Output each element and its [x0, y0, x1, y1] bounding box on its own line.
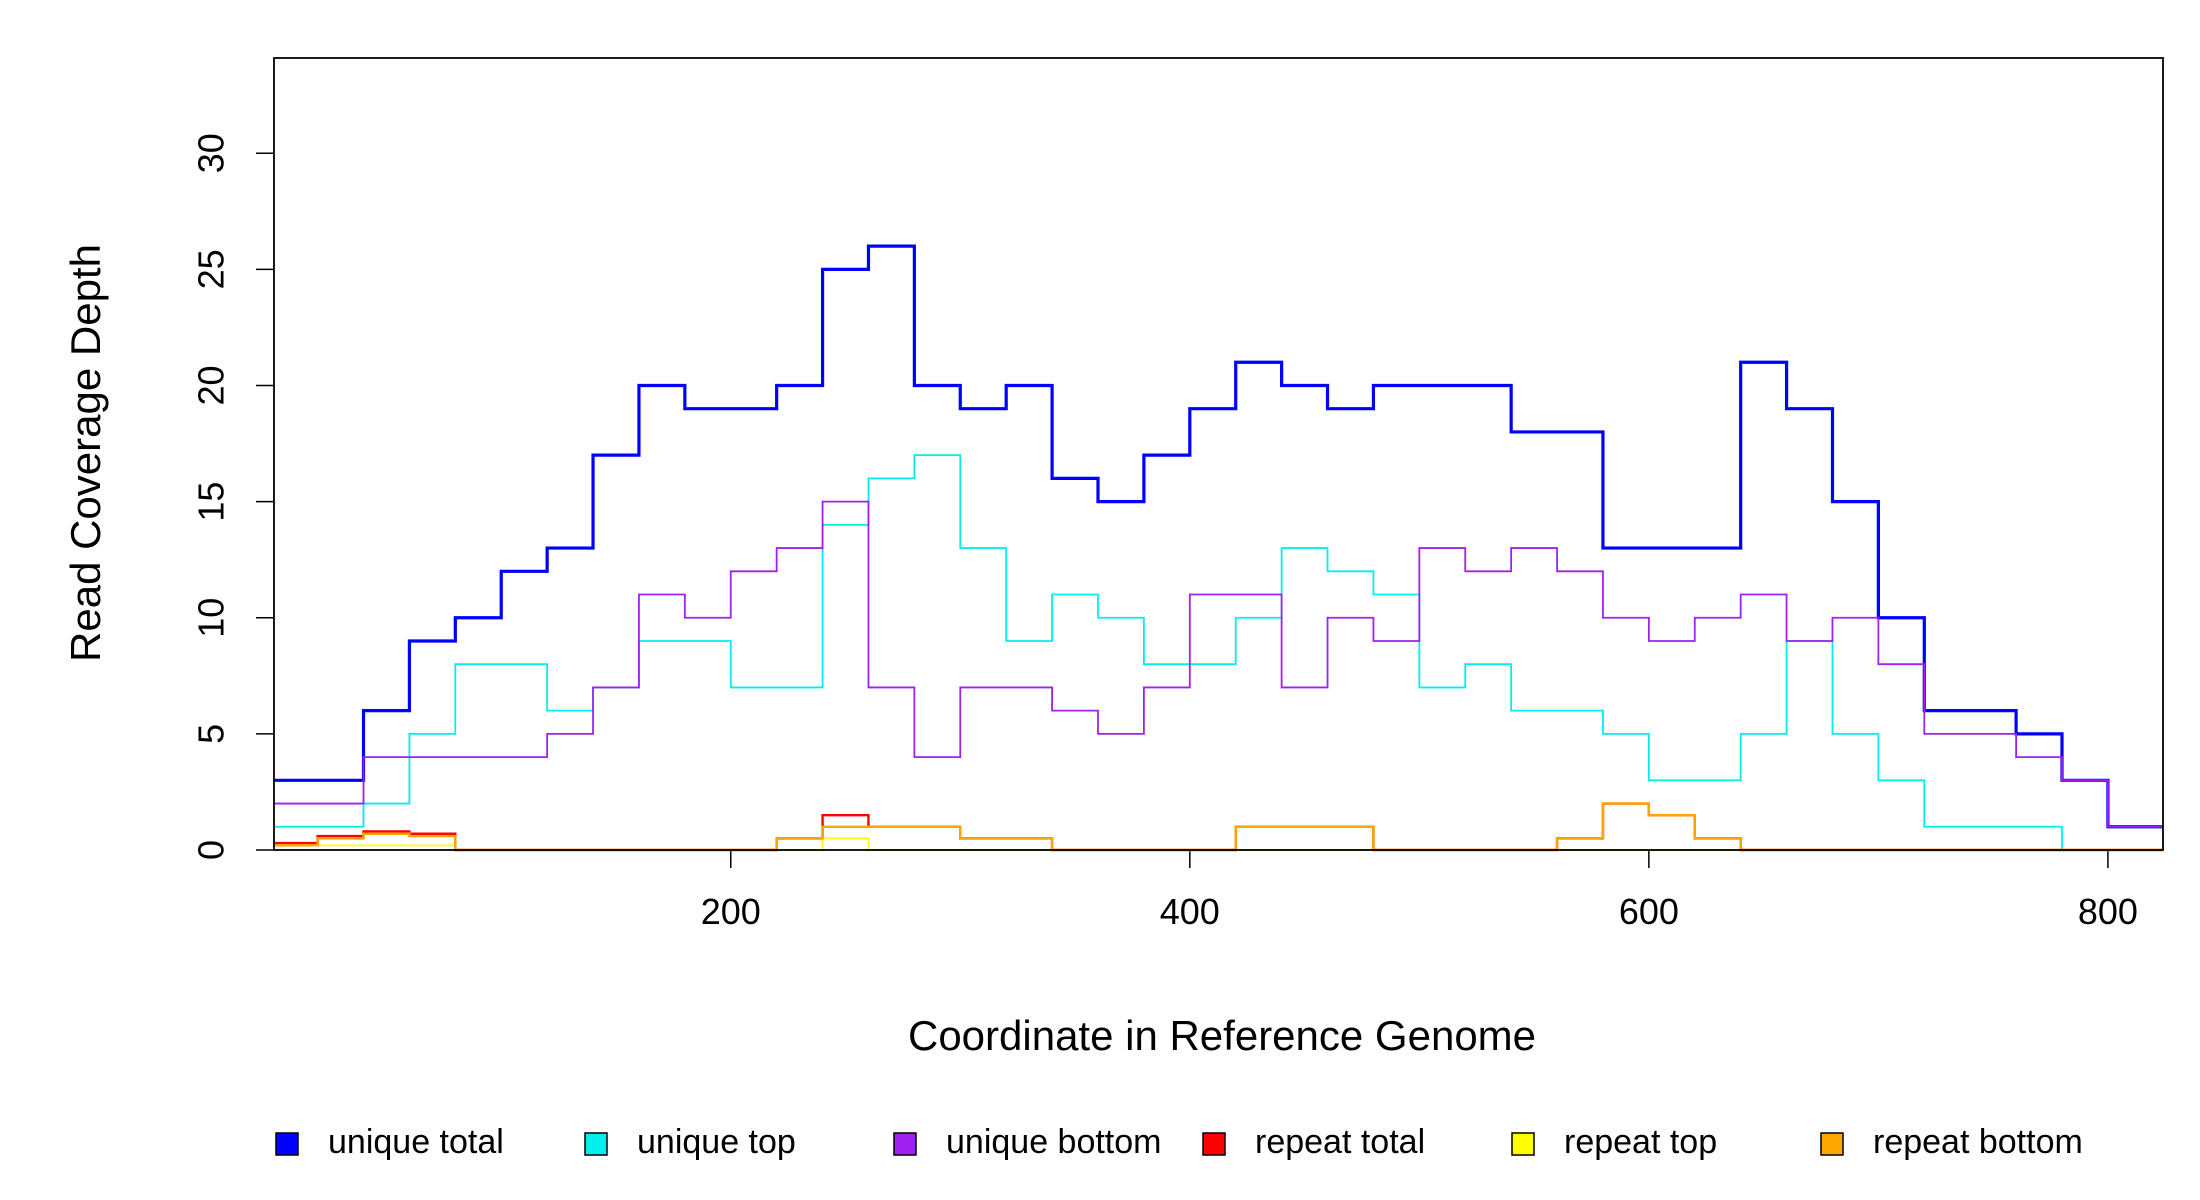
series-line	[274, 802, 2163, 852]
legend-label: repeat top	[1564, 1123, 1717, 1161]
y-tick-label: 0	[191, 840, 232, 860]
y-tick-label: 30	[191, 133, 232, 173]
series-line	[274, 837, 2163, 851]
y-tick-label: 5	[191, 724, 232, 744]
series-line	[274, 500, 2163, 828]
plot-frame	[273, 57, 2164, 851]
legend-label: unique bottom	[946, 1123, 1162, 1161]
y-tick-label: 25	[191, 249, 232, 289]
legend-label: repeat total	[1255, 1123, 1425, 1161]
x-tick-label: 800	[2078, 891, 2138, 932]
y-tick-label: 20	[191, 365, 232, 405]
legend-swatch	[275, 1132, 299, 1156]
y-axis-label: Read Coverage Depth	[62, 244, 109, 662]
legend-swatch	[893, 1132, 917, 1156]
legend-swatch	[584, 1132, 608, 1156]
x-axis-label: Coordinate in Reference Genome	[908, 1012, 1536, 1059]
legend-swatch	[1511, 1132, 1535, 1156]
legend-label: unique top	[637, 1123, 796, 1161]
x-tick-label: 400	[1160, 891, 1220, 932]
x-tick-label: 200	[701, 891, 761, 932]
y-tick-label: 10	[191, 598, 232, 638]
legend-swatch	[1202, 1132, 1226, 1156]
legend-label: repeat bottom	[1873, 1123, 2083, 1161]
x-tick-label: 600	[1619, 891, 1679, 932]
y-tick-label: 15	[191, 482, 232, 522]
series-line	[274, 802, 2163, 852]
series-line	[274, 244, 2163, 829]
legend-swatch	[1820, 1132, 1844, 1156]
legend-label: unique total	[328, 1123, 504, 1161]
